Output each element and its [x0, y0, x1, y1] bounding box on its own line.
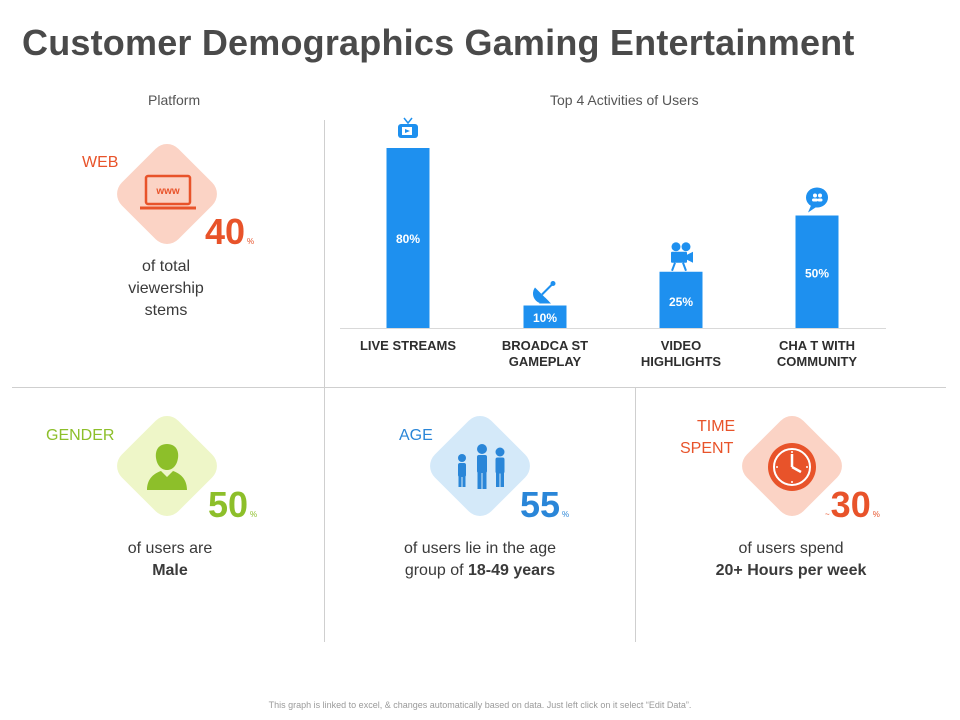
activities-bar-chart: 80% LIVE STREAMS 10% BROADCA ST GAMEPLAY 25% V…	[340, 117, 886, 369]
gender-number: 50	[208, 484, 249, 525]
footnote: This graph is linked to excel, & changes…	[268, 700, 692, 710]
web-desc-line1: of total	[141, 258, 191, 275]
time-label: TIME SPENT	[680, 416, 735, 460]
time-prefix: ~	[825, 510, 830, 519]
gender-pct: %	[250, 510, 258, 519]
web-label: WEB	[82, 154, 119, 171]
category-label-4: CHA T WITH COMMUNITY	[777, 338, 857, 369]
time-desc-line1: of users spend	[738, 540, 844, 557]
bar-value-label-2: 10%	[533, 311, 557, 325]
bar-value-label-3: 25%	[669, 295, 693, 309]
time-label-line2: SPENT	[680, 440, 734, 457]
time-number: 30	[830, 484, 871, 525]
age-desc-bold: 18-49 years	[467, 562, 556, 579]
time-pct: %	[872, 510, 880, 519]
age-number: 55	[520, 484, 561, 525]
web-desc-line3: stems	[144, 302, 188, 319]
age-desc-line1: of users lie in the age	[403, 540, 557, 557]
chart-title: Top 4 Activities of Users	[550, 92, 699, 108]
age-description: of users lie in the age group of 18-49 y…	[365, 538, 595, 582]
web-number: 40	[205, 211, 246, 252]
bar-value-label-1: 80%	[396, 232, 420, 246]
category-label-1: LIVE STREAMS	[360, 338, 456, 353]
tv-icon	[398, 117, 418, 138]
gender-label: GENDER	[46, 427, 115, 444]
web-desc-line2: viewership	[128, 280, 204, 297]
age-value: 55%	[520, 487, 569, 523]
satellite-icon	[533, 281, 556, 304]
age-label: AGE	[399, 427, 433, 444]
www-text: www	[155, 186, 180, 197]
time-value: ~30%	[823, 487, 880, 523]
bar-1	[386, 148, 430, 328]
male-user-icon	[147, 444, 187, 490]
time-label-line1: TIME	[697, 418, 736, 435]
vertical-divider-top	[324, 120, 325, 387]
vertical-divider-bottom-left	[324, 388, 325, 642]
age-desc-prefix: group of	[404, 562, 468, 579]
bar-2	[523, 305, 567, 328]
bar-4	[795, 215, 839, 328]
web-value: 40%	[205, 214, 254, 250]
web-description: of total viewership stems	[96, 256, 236, 322]
video-camera-icon	[671, 242, 693, 272]
clock-icon	[768, 443, 816, 491]
gender-value: 50%	[208, 487, 257, 523]
gender-description: of users are Male	[70, 538, 270, 582]
bar-value-label-4: 50%	[805, 267, 829, 281]
web-pct: %	[247, 237, 255, 246]
platform-section-label: Platform	[148, 92, 201, 108]
family-icon	[458, 444, 505, 489]
category-label-2: BROADCA ST GAMEPLAY	[502, 338, 588, 369]
time-desc-bold: 20+ Hours per week	[715, 562, 867, 579]
horizontal-divider	[12, 387, 946, 388]
page-title: Customer Demographics Gaming Entertainme…	[22, 22, 855, 63]
laptop-www-icon: www	[140, 174, 196, 210]
gender-desc-line1: of users are	[127, 540, 213, 557]
vertical-divider-bottom-right	[635, 388, 636, 642]
time-description: of users spend 20+ Hours per week	[676, 538, 906, 582]
age-pct: %	[562, 510, 570, 519]
gender-desc-bold: Male	[152, 562, 188, 579]
category-label-3: VIDEO HIGHLIGHTS	[641, 338, 721, 369]
chat-icon	[806, 187, 828, 213]
bar-3	[659, 271, 703, 328]
